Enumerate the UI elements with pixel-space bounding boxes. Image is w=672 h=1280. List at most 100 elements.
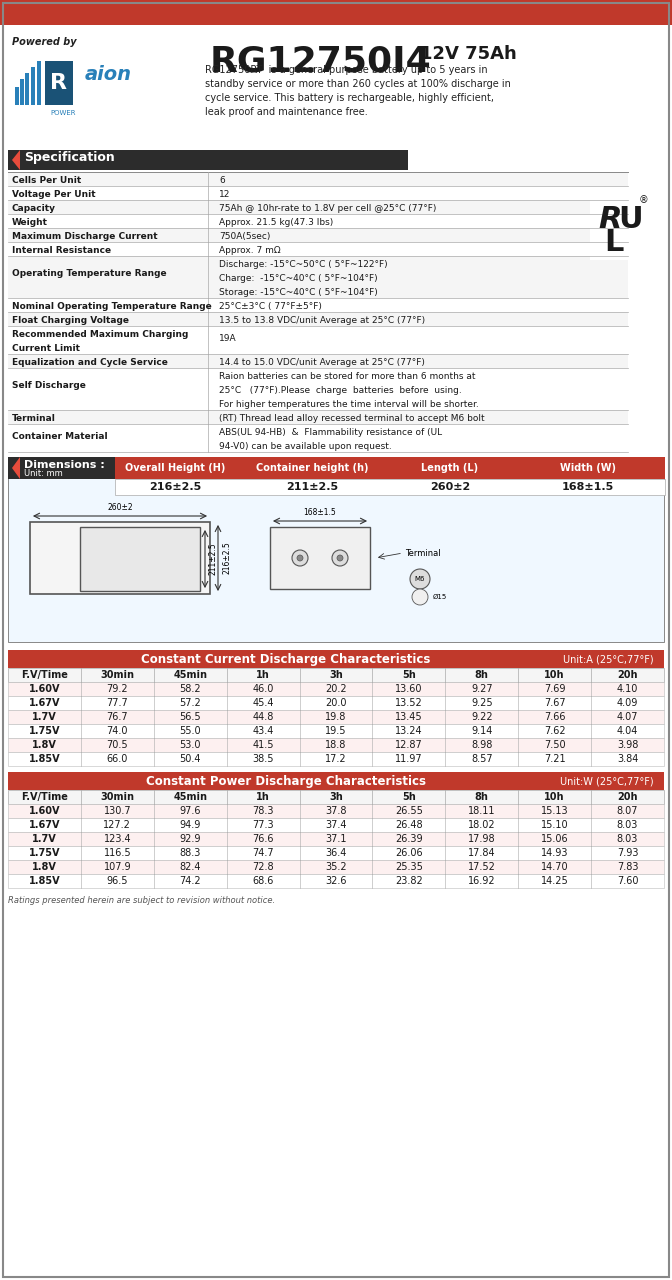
Text: 45.4: 45.4 — [253, 698, 274, 708]
Text: 77.7: 77.7 — [106, 698, 128, 708]
Text: 76.7: 76.7 — [107, 712, 128, 722]
Text: 3.98: 3.98 — [617, 740, 638, 750]
Bar — [8, 355, 628, 369]
Circle shape — [412, 589, 428, 605]
Text: 9.22: 9.22 — [471, 712, 493, 722]
Text: 7.67: 7.67 — [544, 698, 565, 708]
Text: 23.82: 23.82 — [395, 876, 423, 886]
Bar — [270, 527, 370, 589]
Text: F.V/Time: F.V/Time — [21, 792, 68, 803]
Text: 74.0: 74.0 — [107, 726, 128, 736]
Bar — [8, 846, 664, 860]
Text: 8.03: 8.03 — [617, 820, 638, 829]
Text: POWER: POWER — [50, 110, 76, 116]
Text: 14.25: 14.25 — [541, 876, 569, 886]
Circle shape — [337, 556, 343, 561]
Text: 3.84: 3.84 — [617, 754, 638, 764]
Text: 20h: 20h — [618, 669, 638, 680]
Text: 17.98: 17.98 — [468, 835, 495, 844]
Text: 38.5: 38.5 — [253, 754, 274, 764]
Text: 72.8: 72.8 — [252, 861, 274, 872]
Text: Operating Temperature Range: Operating Temperature Range — [12, 269, 167, 278]
Text: 13.24: 13.24 — [395, 726, 423, 736]
Text: Overall Height (H): Overall Height (H) — [125, 463, 225, 474]
Bar — [8, 739, 664, 751]
Text: 46.0: 46.0 — [253, 684, 274, 694]
Bar — [8, 751, 664, 765]
Text: Unit: mm: Unit: mm — [24, 470, 62, 479]
Text: Approx. 21.5 kg(47.3 lbs): Approx. 21.5 kg(47.3 lbs) — [219, 218, 333, 228]
Bar — [8, 242, 628, 256]
Text: 94-V0) can be available upon request.: 94-V0) can be available upon request. — [219, 442, 392, 452]
Text: 15.06: 15.06 — [541, 835, 569, 844]
Text: 19A: 19A — [219, 334, 237, 343]
Text: ®: ® — [639, 195, 648, 205]
Text: 1.7V: 1.7V — [32, 712, 57, 722]
Text: 26.39: 26.39 — [395, 835, 423, 844]
Text: 37.8: 37.8 — [325, 806, 347, 817]
Bar — [8, 424, 628, 452]
Text: 56.5: 56.5 — [179, 712, 201, 722]
Text: 168±1.5: 168±1.5 — [304, 508, 337, 517]
Text: 1.75V: 1.75V — [29, 847, 60, 858]
Text: RG12750I4: RG12750I4 — [210, 45, 431, 79]
Bar — [8, 874, 664, 888]
Text: 32.6: 32.6 — [325, 876, 347, 886]
Text: 1.8V: 1.8V — [32, 861, 57, 872]
Bar — [8, 312, 628, 326]
Text: Powered by: Powered by — [12, 37, 77, 47]
Text: 35.2: 35.2 — [325, 861, 347, 872]
Text: R: R — [50, 73, 67, 93]
Text: 17.84: 17.84 — [468, 847, 495, 858]
Text: 15.13: 15.13 — [541, 806, 569, 817]
Text: 10h: 10h — [544, 669, 565, 680]
Text: 97.6: 97.6 — [179, 806, 201, 817]
Text: 37.4: 37.4 — [325, 820, 347, 829]
Text: 14.93: 14.93 — [541, 847, 569, 858]
Bar — [8, 832, 664, 846]
Text: 20h: 20h — [618, 792, 638, 803]
Text: Recommended Maximum Charging: Recommended Maximum Charging — [12, 330, 188, 339]
Text: Approx. 7 mΩ: Approx. 7 mΩ — [219, 246, 281, 255]
Bar — [8, 457, 664, 643]
Text: 4.09: 4.09 — [617, 698, 638, 708]
Text: 1.85V: 1.85V — [29, 754, 60, 764]
Text: 3h: 3h — [329, 669, 343, 680]
Text: Float Charging Voltage: Float Charging Voltage — [12, 316, 129, 325]
Text: 18.02: 18.02 — [468, 820, 495, 829]
Text: 211±2.5: 211±2.5 — [209, 543, 218, 575]
Text: 25°C±3°C ( 77°F±5°F): 25°C±3°C ( 77°F±5°F) — [219, 302, 322, 311]
Text: 260±2: 260±2 — [430, 483, 470, 492]
Text: 9.27: 9.27 — [471, 684, 493, 694]
Text: 16.92: 16.92 — [468, 876, 495, 886]
Text: 26.48: 26.48 — [395, 820, 423, 829]
Text: 88.3: 88.3 — [179, 847, 201, 858]
Text: 260±2: 260±2 — [108, 503, 133, 512]
Bar — [25, 73, 29, 105]
Text: 76.6: 76.6 — [253, 835, 274, 844]
Text: 25°C   (77°F).Please  charge  batteries  before  using.: 25°C (77°F).Please charge batteries befo… — [219, 387, 462, 396]
Text: 30min: 30min — [100, 669, 134, 680]
Circle shape — [297, 556, 303, 561]
Bar — [8, 186, 628, 200]
Text: Storage: -15°C~40°C ( 5°F~104°F): Storage: -15°C~40°C ( 5°F~104°F) — [219, 288, 378, 297]
Bar — [8, 214, 628, 228]
Bar — [8, 682, 664, 696]
Text: RG12750RT  is a general purpose battery up to 5 years in: RG12750RT is a general purpose battery u… — [205, 65, 488, 76]
Text: Length (L): Length (L) — [421, 463, 478, 474]
Bar — [31, 67, 35, 105]
Text: 211±2.5: 211±2.5 — [286, 483, 339, 492]
Bar — [30, 522, 210, 594]
Text: 8h: 8h — [475, 669, 489, 680]
Text: 12V 75Ah: 12V 75Ah — [420, 45, 517, 63]
Text: 14.4 to 15.0 VDC/unit Average at 25°C (77°F): 14.4 to 15.0 VDC/unit Average at 25°C (7… — [219, 358, 425, 367]
Text: 25.35: 25.35 — [395, 861, 423, 872]
Text: 17.2: 17.2 — [325, 754, 347, 764]
Text: 1.60V: 1.60V — [29, 684, 60, 694]
Text: 7.93: 7.93 — [617, 847, 638, 858]
Text: 77.3: 77.3 — [252, 820, 274, 829]
Text: 36.4: 36.4 — [325, 847, 347, 858]
Text: Charge:  -15°C~40°C ( 5°F~104°F): Charge: -15°C~40°C ( 5°F~104°F) — [219, 274, 378, 283]
Bar — [8, 790, 664, 804]
Bar — [8, 696, 664, 710]
